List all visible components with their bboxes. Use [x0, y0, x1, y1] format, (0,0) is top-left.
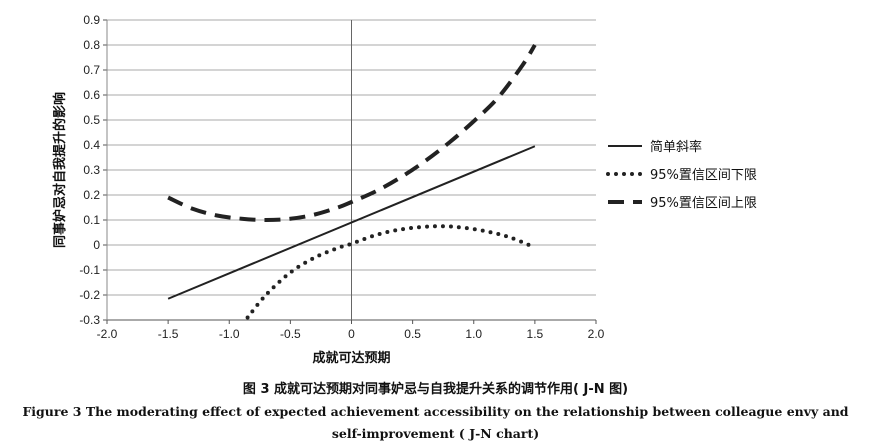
- y-tick-label: -0.1: [79, 263, 100, 277]
- y-tick-label: 0.2: [83, 188, 100, 202]
- y-tick-label: 0.7: [83, 63, 100, 77]
- series-line-dotted: [245, 224, 537, 320]
- series-lines: [167, 43, 537, 320]
- series-line-solid: [167, 145, 536, 300]
- legend-label: 简单斜率: [650, 139, 702, 155]
- y-tick-label: 0.3: [83, 163, 100, 177]
- y-tick-label: 0.5: [83, 113, 100, 127]
- legend-label: 95%置信区间上限: [650, 196, 757, 211]
- x-tick-labels: -2.0 -1.5 -1.0 -0.5 0 0.5 1.0 1.5 2.0: [97, 327, 605, 341]
- x-tick-label: 1.0: [465, 327, 482, 341]
- y-tick-label: -0.3: [79, 313, 100, 327]
- y-tick-label: 0.8: [83, 38, 100, 52]
- y-tick-label: -0.2: [79, 288, 100, 302]
- x-tick-label: 0: [348, 327, 355, 341]
- y-tick-label: 0.4: [83, 138, 100, 152]
- x-tick-label: -0.5: [280, 327, 301, 341]
- series-line-dashed: [167, 43, 537, 223]
- y-tick-label: 0: [93, 238, 100, 252]
- x-axis-title: 成就可达预期: [312, 350, 390, 366]
- y-tick-label: 0.9: [83, 13, 100, 27]
- x-tick-label: -1.5: [158, 327, 179, 341]
- y-tick-label: 0.1: [83, 213, 100, 227]
- legend-label: 95%置信区间下限: [650, 168, 757, 183]
- figure-caption-cn: 图 3 成就可达预期对同事妒忌与自我提升关系的调节作用( J-N 图): [242, 382, 629, 397]
- y-axis-title: 同事妒忌对自我提升的影响: [52, 92, 68, 248]
- x-tick-label: -1.0: [219, 327, 240, 341]
- x-tick-label: -2.0: [97, 327, 118, 341]
- jn-chart: -0.3 -0.2 -0.1 0 0.1 0.2 0.3 0.4 0.5 0.6 0.7 0.8 0.9…: [52, 13, 757, 366]
- x-tick-label: 1.5: [527, 327, 544, 341]
- gridlines: [103, 19, 597, 324]
- x-tick-label: 0.5: [404, 327, 421, 341]
- y-tick-label: 0.6: [83, 88, 100, 102]
- y-tick-labels: -0.3 -0.2 -0.1 0 0.1 0.2 0.3 0.4 0.5 0.6 0.7 0.8 0.9: [79, 13, 100, 327]
- figure-caption-en-line1: Figure 3 The moderating effect of expect…: [22, 404, 849, 419]
- x-tick-label: 2.0: [588, 327, 605, 341]
- legend: 简单斜率 95%置信区间下限 95%置信区间上限: [606, 139, 757, 211]
- figure-caption-en-line2: self-improvement ( J-N chart): [331, 426, 540, 441]
